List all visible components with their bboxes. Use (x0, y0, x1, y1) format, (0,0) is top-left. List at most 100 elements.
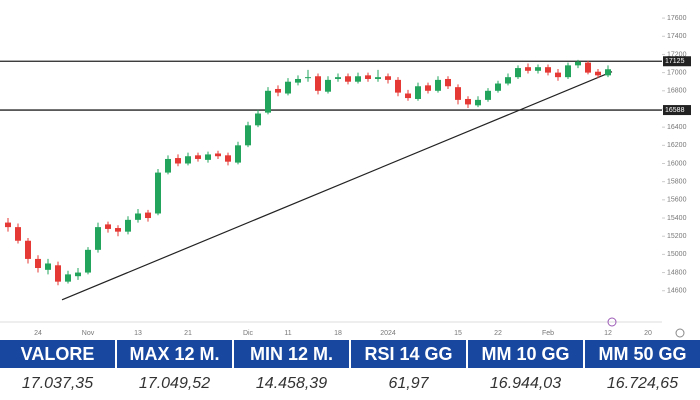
x-tick-label: Feb (542, 330, 554, 337)
candle-body (275, 88, 281, 93)
x-tick-label: 22 (494, 330, 502, 337)
candle-body (5, 222, 11, 228)
table-value-cell: 61,97 (388, 375, 429, 392)
table-header-cell: MIN 12 M. (234, 340, 349, 368)
chart-background (0, 0, 700, 340)
x-tick-label: 20 (644, 330, 652, 337)
y-tick-label: 14600 (667, 288, 687, 295)
candle-body (125, 219, 131, 232)
candle-body (505, 77, 511, 84)
level-label-box (663, 105, 691, 116)
event-icon (607, 317, 617, 327)
candle-body (45, 263, 51, 270)
y-tick-label: 14800 (667, 269, 687, 276)
y-tick-label: 15200 (667, 233, 687, 240)
candle-body (55, 265, 61, 282)
level-label-box (663, 56, 691, 67)
candle-body (555, 72, 561, 78)
candle-body (515, 68, 521, 78)
candle-body (345, 76, 351, 82)
y-tick-label: 16000 (667, 160, 687, 167)
chart: 14600 14800 15000 15200 15400 15600 15800 16000… (0, 0, 700, 340)
x-tick-label: 12 (604, 330, 612, 337)
candle-body (285, 81, 291, 94)
table-value-cell: 14.458,39 (255, 375, 328, 392)
candle-body (385, 76, 391, 80)
table-header: VALORE MAX 12 M. MIN 12 M. RSI 14 GG MM 10 G… (0, 340, 700, 368)
candle-body (85, 249, 91, 273)
candle-body (145, 212, 151, 219)
x-tick-label: Nov (82, 330, 95, 337)
candle-body (335, 77, 341, 79)
candle-body (115, 228, 121, 232)
candle-body (265, 90, 271, 113)
candle-body (605, 69, 611, 76)
candle-body (15, 227, 21, 241)
y-tick-label: 16400 (667, 124, 687, 131)
candle-body (455, 87, 461, 100)
candle-body (25, 240, 31, 259)
candle-body (445, 78, 451, 87)
candle-body (135, 213, 141, 220)
candle-body (435, 79, 441, 91)
y-tick-label: 17000 (667, 69, 687, 76)
y-tick-label: 16800 (667, 88, 687, 95)
candle-body (375, 77, 381, 79)
candle-body (225, 155, 231, 162)
y-tick-label: 15600 (667, 197, 687, 204)
candle-body (525, 67, 531, 71)
table-header-cell: MM 50 GG (585, 340, 700, 368)
candle-body (495, 83, 501, 91)
x-tick-label: 21 (184, 330, 192, 337)
candle-body (165, 158, 171, 173)
candle-body (545, 67, 551, 73)
table-header-cell: MM 10 GG (468, 340, 583, 368)
candle-body (565, 65, 571, 78)
y-tick-label: 17400 (667, 33, 687, 40)
candle-body (215, 153, 221, 157)
y-tick-label: 17200 (667, 51, 687, 58)
candle-body (255, 113, 261, 126)
y-tick-label: 16200 (667, 142, 687, 149)
candle-body (185, 156, 191, 164)
candle-body (65, 274, 71, 282)
table-header-cell: VALORE (0, 340, 115, 368)
candle-body (585, 62, 591, 73)
candle-body (295, 78, 301, 83)
candle-body (35, 258, 41, 269)
candle-body (425, 85, 431, 91)
candle-body (325, 79, 331, 92)
summary-table: VALORE MAX 12 M. MIN 12 M. RSI 14 GG MM 10 G… (0, 340, 700, 400)
y-tick-label: 15400 (667, 215, 687, 222)
x-tick-label: 11 (284, 330, 291, 337)
candle-body (405, 93, 411, 99)
table-value-cell: 17.037,35 (21, 375, 94, 392)
level-label: 16588 (665, 107, 685, 114)
candle-body (475, 99, 481, 106)
candle-body (315, 76, 321, 91)
table-value-cell: 16.944,03 (489, 375, 562, 392)
table-values: 17.037,35 17.049,52 14.458,39 61,97 16.944,0… (0, 368, 700, 398)
candle-body (175, 158, 181, 164)
candle-body (235, 145, 241, 163)
table-value-cell: 17.049,52 (138, 375, 211, 392)
candle-body (75, 272, 81, 277)
candle-body (465, 98, 471, 105)
settings-icon[interactable] (675, 328, 685, 338)
candle-body (415, 86, 421, 99)
table-header-cell: RSI 14 GG (351, 340, 466, 368)
y-tick-label: 15800 (667, 179, 687, 186)
candle-body (535, 67, 541, 71)
table-value-cell: 16.724,65 (606, 375, 679, 392)
candle-body (105, 224, 111, 229)
candle-body (205, 154, 211, 160)
trendline (61, 71, 613, 301)
candle-body (95, 227, 101, 250)
candle-body (195, 155, 201, 159)
x-tick-label: Dic (243, 330, 254, 337)
candle-body (355, 76, 361, 82)
candle-body (395, 79, 401, 93)
y-tick-label: 17600 (667, 15, 687, 22)
level-label: 17125 (665, 58, 685, 65)
